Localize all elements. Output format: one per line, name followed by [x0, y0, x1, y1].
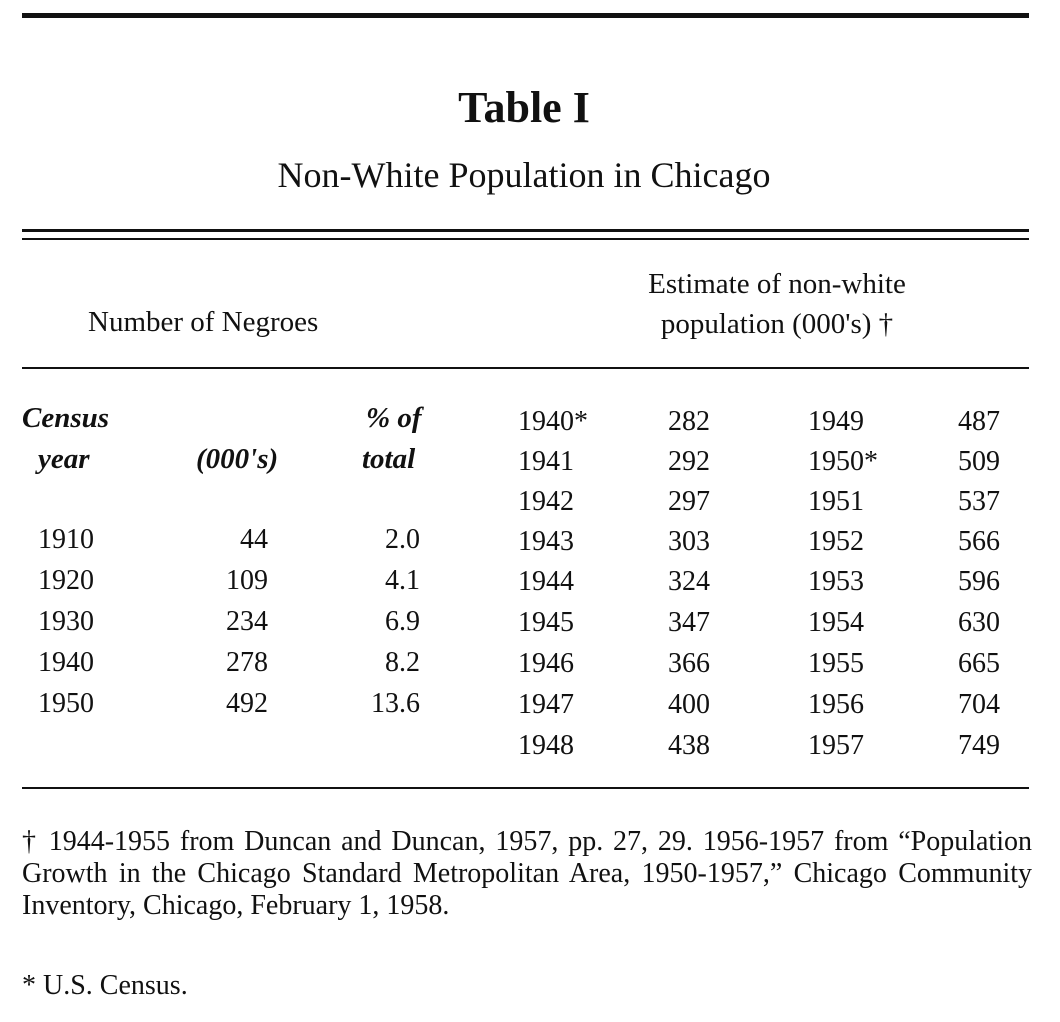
estimate-value: 366 — [668, 648, 710, 679]
estimate-row: 1945 347 1954 630 — [0, 603, 1040, 643]
estimate-year: 1942 — [518, 486, 574, 517]
estimate-value: 537 — [958, 486, 1000, 517]
estimate-year: 1946 — [518, 648, 574, 679]
count-header: (000's) — [196, 443, 279, 475]
estimate-row: 1943 303 1952 566 — [0, 522, 1040, 562]
pct-header-line2: total — [362, 443, 416, 475]
footnote-dagger: † 1944-1955 from Duncan and Duncan, 1957… — [22, 826, 1032, 921]
estimate-year: 1941 — [518, 446, 574, 477]
estimate-year: 1955 — [808, 648, 864, 679]
estimate-row: 1941 292 1950* 509 — [0, 442, 1040, 482]
pct-header-line1: % of — [366, 402, 422, 434]
census-year: 1940 — [38, 647, 94, 678]
estimate-value: 509 — [958, 446, 1000, 477]
estimate-row: 1940* 282 1949 487 — [0, 402, 1040, 442]
left-group-header: Number of Negroes — [88, 306, 319, 338]
estimate-year: 1953 — [808, 566, 864, 597]
estimate-value: 749 — [958, 730, 1000, 761]
estimate-year: 1943 — [518, 526, 574, 557]
census-row: 1950 492 13.6 — [0, 684, 460, 724]
table-top-rule-1 — [22, 229, 1029, 232]
estimate-year: 1948 — [518, 730, 574, 761]
census-pct: 13.6 — [371, 688, 420, 719]
table-title: Table I — [458, 83, 590, 132]
estimate-year: 1950* — [808, 446, 878, 477]
census-pct: 8.2 — [385, 647, 420, 678]
estimate-row: 1946 366 1955 665 — [0, 644, 1040, 684]
estimate-year: 1945 — [518, 607, 574, 638]
estimate-year: 1951 — [808, 486, 864, 517]
estimate-value: 630 — [958, 607, 1000, 638]
right-group-header-line2: population (000's) † — [660, 308, 894, 340]
estimate-value: 324 — [668, 566, 710, 597]
estimate-year: 1952 — [808, 526, 864, 557]
estimate-value: 487 — [958, 406, 1000, 437]
census-pct: 6.9 — [385, 606, 420, 637]
census-row: 1920 109 4.1 — [0, 561, 460, 601]
table-subtitle: Non-White Population in Chicago — [277, 155, 771, 195]
estimate-value: 566 — [958, 526, 1000, 557]
estimate-value: 704 — [958, 689, 1000, 720]
estimate-value: 282 — [668, 406, 710, 437]
estimate-value: 596 — [958, 566, 1000, 597]
estimate-value: 303 — [668, 526, 710, 557]
footnote-star: * U.S. Census. — [22, 970, 188, 1001]
estimate-year: 1947 — [518, 689, 574, 720]
census-row: 1910 44 2.0 — [0, 520, 460, 560]
estimate-year: 1940* — [518, 406, 588, 437]
right-group-header-line1: Estimate of non-white — [648, 268, 906, 300]
estimate-row: 1942 297 1951 537 — [0, 482, 1040, 522]
census-count: 234 — [226, 606, 268, 637]
census-year: 1920 — [38, 565, 94, 596]
estimate-value: 347 — [668, 607, 710, 638]
estimate-value: 400 — [668, 689, 710, 720]
census-row: 1930 234 6.9 — [0, 602, 460, 642]
estimate-year: 1944 — [518, 566, 574, 597]
estimate-row: 1944 324 1953 596 — [0, 562, 1040, 602]
estimate-value: 292 — [668, 446, 710, 477]
estimate-row: 1947 400 1956 704 — [0, 685, 1040, 725]
estimate-year: 1957 — [808, 730, 864, 761]
census-year: 1910 — [38, 524, 94, 555]
census-count: 109 — [226, 565, 268, 596]
census-year: 1950 — [38, 688, 94, 719]
census-row: 1940 278 8.2 — [0, 643, 460, 683]
census-count: 44 — [240, 524, 268, 555]
table-bottom-rule — [22, 787, 1029, 789]
estimate-value: 297 — [668, 486, 710, 517]
census-pct: 4.1 — [385, 565, 420, 596]
top-rule — [22, 13, 1029, 18]
estimate-value: 438 — [668, 730, 710, 761]
table-top-rule-2 — [22, 238, 1029, 240]
census-year: 1930 — [38, 606, 94, 637]
estimate-row: 1948 438 1957 749 — [0, 726, 1040, 766]
census-count: 278 — [226, 647, 268, 678]
census-pct: 2.0 — [385, 524, 420, 555]
estimate-year: 1949 — [808, 406, 864, 437]
estimate-value: 665 — [958, 648, 1000, 679]
estimate-year: 1954 — [808, 607, 864, 638]
census-count: 492 — [226, 688, 268, 719]
census-year-header-line2: year — [38, 443, 90, 475]
estimate-year: 1956 — [808, 689, 864, 720]
header-rule — [22, 367, 1029, 369]
census-year-header-line1: Census — [22, 402, 110, 434]
